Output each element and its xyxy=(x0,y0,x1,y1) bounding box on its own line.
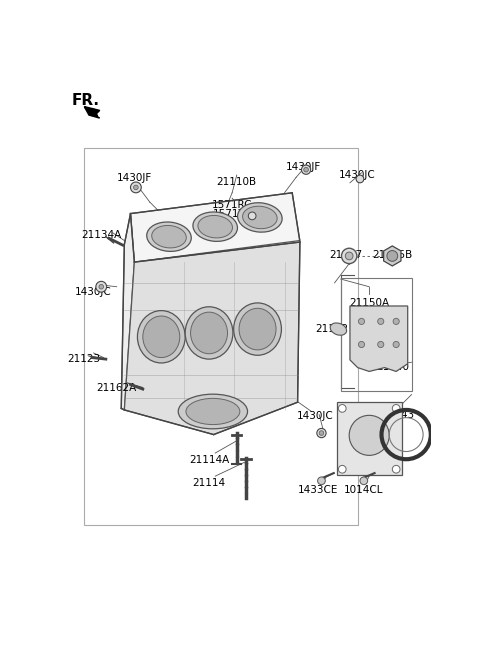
Ellipse shape xyxy=(193,212,238,241)
Ellipse shape xyxy=(198,215,232,238)
Circle shape xyxy=(304,168,308,172)
Circle shape xyxy=(359,318,365,325)
Text: FR.: FR. xyxy=(72,93,100,108)
Circle shape xyxy=(318,477,325,485)
Text: 21150A: 21150A xyxy=(349,298,389,308)
Text: 21117: 21117 xyxy=(330,250,363,260)
Text: 1571TC: 1571TC xyxy=(212,209,252,219)
Ellipse shape xyxy=(147,222,192,252)
Text: 21440: 21440 xyxy=(376,362,409,373)
Circle shape xyxy=(96,281,107,292)
Ellipse shape xyxy=(152,225,186,248)
Circle shape xyxy=(338,465,346,473)
Text: 1430JF: 1430JF xyxy=(286,162,322,172)
Circle shape xyxy=(392,465,400,473)
Circle shape xyxy=(360,477,368,485)
Text: 21152: 21152 xyxy=(316,324,349,334)
Text: 21162A: 21162A xyxy=(96,383,137,393)
Polygon shape xyxy=(131,193,300,262)
Bar xyxy=(337,402,402,476)
Polygon shape xyxy=(84,106,100,118)
Text: 21443: 21443 xyxy=(381,410,414,420)
Ellipse shape xyxy=(238,203,282,232)
Bar xyxy=(341,277,411,392)
Ellipse shape xyxy=(143,316,180,357)
Polygon shape xyxy=(350,306,408,371)
Text: 21114: 21114 xyxy=(192,478,226,487)
Polygon shape xyxy=(121,214,134,410)
Polygon shape xyxy=(384,246,401,266)
Text: 21123: 21123 xyxy=(68,355,101,365)
Circle shape xyxy=(133,185,138,190)
Ellipse shape xyxy=(330,323,347,335)
Text: 1571RC: 1571RC xyxy=(212,200,252,210)
Text: 21115B: 21115B xyxy=(372,250,412,260)
Ellipse shape xyxy=(349,415,389,455)
Circle shape xyxy=(387,250,398,261)
Circle shape xyxy=(378,318,384,325)
Circle shape xyxy=(393,318,399,325)
Text: 21134A: 21134A xyxy=(81,230,121,240)
Circle shape xyxy=(341,248,357,263)
Circle shape xyxy=(393,342,399,348)
Ellipse shape xyxy=(191,312,228,353)
Circle shape xyxy=(345,252,353,260)
Circle shape xyxy=(319,431,324,436)
Text: 21110B: 21110B xyxy=(216,177,257,187)
Ellipse shape xyxy=(178,394,248,429)
Ellipse shape xyxy=(234,303,281,355)
Circle shape xyxy=(338,405,346,412)
Text: 1430JC: 1430JC xyxy=(339,170,376,180)
Circle shape xyxy=(378,342,384,348)
Ellipse shape xyxy=(186,398,240,424)
Circle shape xyxy=(248,212,256,219)
Text: 21114A: 21114A xyxy=(189,455,229,464)
Text: 1430JC: 1430JC xyxy=(297,411,334,422)
Circle shape xyxy=(392,405,400,412)
Bar xyxy=(84,148,358,526)
Ellipse shape xyxy=(185,307,233,359)
Polygon shape xyxy=(124,242,300,434)
Text: 1430JF: 1430JF xyxy=(117,173,152,183)
Ellipse shape xyxy=(242,206,277,229)
Ellipse shape xyxy=(137,311,185,363)
Text: 1433CE: 1433CE xyxy=(298,485,338,495)
Circle shape xyxy=(356,175,364,183)
Circle shape xyxy=(317,428,326,438)
Circle shape xyxy=(131,182,141,193)
Text: 1014CL: 1014CL xyxy=(344,485,384,495)
Circle shape xyxy=(99,284,104,289)
Text: 1430JC: 1430JC xyxy=(75,286,112,297)
Ellipse shape xyxy=(239,308,276,350)
Circle shape xyxy=(359,342,365,348)
Circle shape xyxy=(301,165,311,174)
